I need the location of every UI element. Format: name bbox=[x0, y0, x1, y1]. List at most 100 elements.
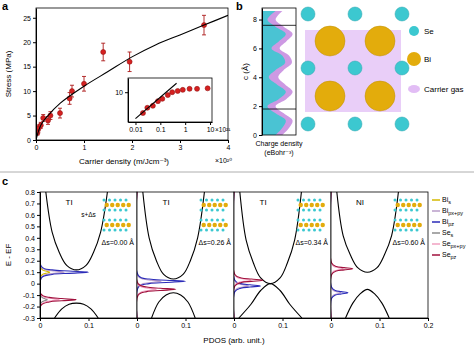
tick-label: 0 bbox=[27, 137, 31, 144]
y-axis: 10 bbox=[115, 79, 128, 123]
tick-mark bbox=[37, 215, 40, 216]
panel-label: b bbox=[236, 0, 243, 12]
tick: 4 bbox=[227, 140, 231, 151]
atom-icon bbox=[315, 223, 319, 227]
series-line bbox=[137, 192, 156, 318]
atom-icon bbox=[302, 209, 305, 212]
atom-icon bbox=[224, 223, 228, 227]
series-line bbox=[137, 192, 186, 318]
atom-icon bbox=[216, 199, 219, 202]
atom-icon bbox=[108, 229, 111, 232]
tick-mark bbox=[132, 140, 133, 143]
x-axis: 00.10.2 bbox=[330, 318, 434, 329]
tick: 8 bbox=[253, 16, 262, 23]
series-line bbox=[40, 192, 76, 318]
atom-icon bbox=[114, 209, 117, 212]
plot-background bbox=[262, 8, 296, 135]
tick-mark bbox=[33, 42, 36, 43]
atom-icon bbox=[394, 229, 397, 232]
atom-icon bbox=[304, 223, 308, 227]
se-atom bbox=[301, 61, 315, 75]
tick-label: 0.8 bbox=[25, 189, 35, 196]
atom-icon bbox=[321, 223, 325, 227]
legend-label: Se bbox=[424, 27, 434, 36]
tick: 0 bbox=[31, 280, 40, 287]
series-line bbox=[46, 192, 108, 270]
tick: 0.2 bbox=[25, 257, 40, 264]
atom-icon bbox=[315, 203, 319, 207]
atom-icon bbox=[216, 209, 219, 212]
tick: 0 bbox=[136, 318, 140, 329]
tick-label: 0 bbox=[39, 322, 43, 329]
plot-frame bbox=[36, 8, 228, 140]
tick-label: 10 bbox=[23, 88, 31, 95]
atom-icon bbox=[297, 219, 300, 222]
tick: 0 bbox=[233, 318, 237, 329]
tick: -0.3 bbox=[23, 315, 40, 322]
tick-label: 0.2 bbox=[424, 322, 434, 329]
series-line bbox=[337, 192, 399, 272]
tick: 0 bbox=[253, 132, 262, 139]
x-axis-title: (eBohr⁻³) bbox=[264, 149, 293, 157]
tick-mark bbox=[180, 140, 181, 143]
tick-label: 0.5 bbox=[25, 223, 35, 230]
structure-icon bbox=[394, 199, 422, 232]
atom-icon bbox=[401, 203, 405, 207]
tick-mark bbox=[33, 91, 36, 92]
se-atom bbox=[395, 61, 409, 75]
axis-multiplier: ×10²⁰ bbox=[215, 157, 232, 164]
legend-label: Sepx+py bbox=[442, 240, 466, 249]
atom-icon bbox=[308, 229, 311, 232]
legend-label: Sepz bbox=[442, 251, 457, 260]
atom-icon bbox=[407, 203, 411, 207]
axis-line bbox=[128, 79, 129, 123]
tick-label: 6 bbox=[253, 45, 257, 52]
series-line bbox=[40, 192, 59, 318]
structure-icon bbox=[103, 199, 131, 232]
tick-label: 0.01 bbox=[129, 126, 143, 133]
atom-icon bbox=[412, 203, 416, 207]
tick: 15 bbox=[23, 63, 36, 70]
atom-icon bbox=[211, 219, 214, 222]
tick-mark bbox=[33, 18, 36, 19]
tick-mark bbox=[259, 77, 262, 78]
legend-symbol bbox=[407, 52, 421, 66]
legend-label: Bipx+py bbox=[442, 207, 463, 216]
data-point bbox=[175, 88, 180, 93]
atom-icon bbox=[216, 229, 219, 232]
series-line bbox=[331, 192, 348, 318]
tick-mark bbox=[160, 122, 161, 125]
y-axis-title: Stress (MPa) bbox=[4, 50, 13, 97]
atom-icon bbox=[319, 199, 322, 202]
legend-symbol bbox=[432, 210, 440, 212]
density-area bbox=[262, 11, 293, 135]
legend-symbol bbox=[408, 85, 420, 93]
tick-label: 10 bbox=[115, 89, 123, 96]
atom-icon bbox=[410, 219, 413, 222]
plot-background bbox=[234, 192, 331, 318]
tick-mark bbox=[37, 203, 40, 204]
atom-icon bbox=[213, 203, 217, 207]
tick-mark bbox=[259, 48, 262, 49]
plot-background bbox=[128, 78, 212, 122]
axis-line bbox=[262, 9, 263, 136]
atom-icon bbox=[116, 223, 120, 227]
data-point bbox=[58, 111, 63, 116]
atom-icon bbox=[319, 219, 322, 222]
atom-icon bbox=[127, 203, 131, 207]
atom-icon bbox=[222, 209, 225, 212]
atom-icon bbox=[207, 223, 211, 227]
atom-icon bbox=[416, 199, 419, 202]
tick-mark bbox=[37, 261, 40, 262]
tick-mark bbox=[259, 106, 262, 107]
tick-label: 10 bbox=[207, 126, 215, 133]
plot-area bbox=[234, 192, 302, 318]
panel-label: a bbox=[2, 0, 9, 12]
atom-icon bbox=[211, 229, 214, 232]
legend-label: Bis bbox=[442, 196, 451, 205]
tick: 0.1 bbox=[278, 318, 288, 329]
atom-icon bbox=[401, 223, 405, 227]
atom-icon bbox=[105, 203, 109, 207]
atom-icon bbox=[207, 203, 211, 207]
tick: 0 bbox=[27, 137, 36, 144]
